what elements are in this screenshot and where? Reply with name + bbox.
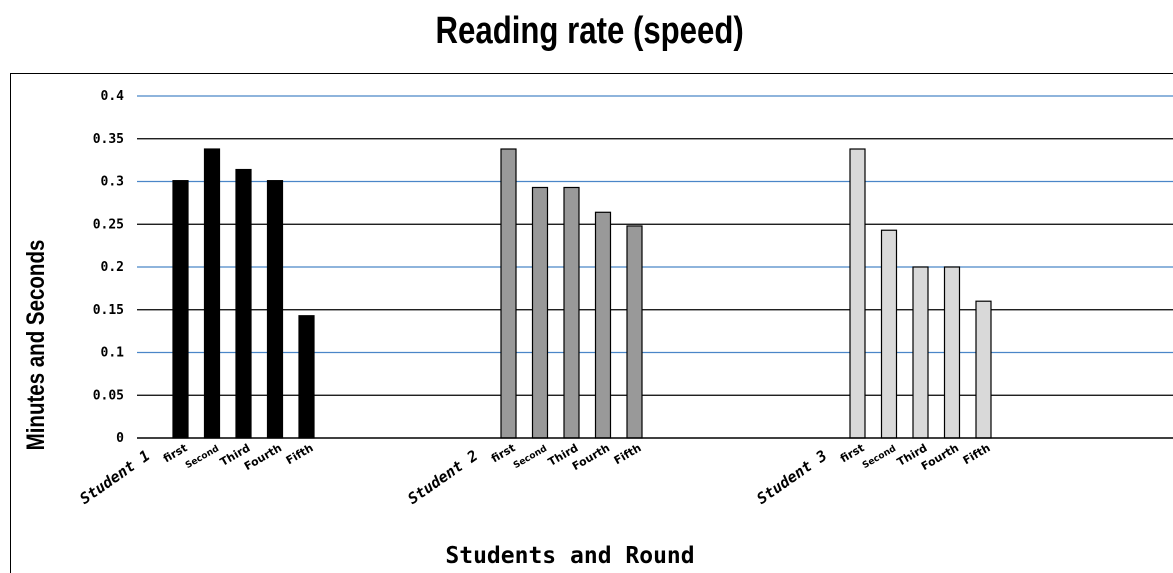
y-axis-ticks: 0 0.05 0.1 0.15 0.2 0.25 0.3 0.35 0.4 bbox=[93, 89, 124, 446]
group-label: Student 2 bbox=[404, 447, 481, 508]
group-label: Student 3 bbox=[753, 447, 830, 508]
bar bbox=[563, 186, 580, 439]
y-tick-label: 0.15 bbox=[93, 303, 124, 318]
bar bbox=[235, 168, 252, 439]
bars bbox=[172, 148, 992, 439]
bar bbox=[975, 300, 992, 439]
bar bbox=[849, 148, 866, 439]
category-label: Fifth bbox=[612, 441, 644, 467]
y-tick-label: 0.05 bbox=[93, 388, 124, 403]
bar bbox=[298, 315, 315, 439]
y-tick-label: 0.2 bbox=[101, 260, 124, 275]
bar bbox=[912, 266, 929, 439]
chart-title: Reading rate (speed) bbox=[435, 10, 744, 52]
bar bbox=[626, 225, 643, 439]
category-label: Second bbox=[861, 444, 898, 471]
bar bbox=[172, 180, 189, 439]
bar bbox=[594, 211, 612, 439]
category-label: Fifth bbox=[961, 441, 993, 467]
y-tick-label: 0.35 bbox=[93, 132, 124, 147]
y-tick-label: 0.3 bbox=[101, 175, 124, 190]
chart-frame bbox=[10, 73, 1173, 573]
bar bbox=[266, 180, 284, 439]
group-label: Student 1 bbox=[76, 447, 153, 508]
y-tick-label: 0 bbox=[116, 431, 124, 446]
category-label: Fifth bbox=[284, 441, 316, 467]
gridlines bbox=[137, 95, 1173, 396]
y-tick-label: 0.1 bbox=[101, 346, 125, 361]
x-axis-label: Students and Round bbox=[445, 543, 694, 567]
bar bbox=[880, 229, 898, 439]
bar bbox=[943, 266, 961, 439]
y-tick-label: 0.4 bbox=[101, 89, 125, 104]
bar bbox=[531, 186, 549, 439]
category-label: Second bbox=[512, 444, 549, 471]
bar bbox=[203, 148, 221, 439]
y-axis-label: Minutes and Seconds bbox=[21, 240, 49, 451]
category-label: Second bbox=[184, 444, 221, 471]
y-tick-label: 0.25 bbox=[93, 217, 124, 232]
bar bbox=[500, 148, 517, 439]
